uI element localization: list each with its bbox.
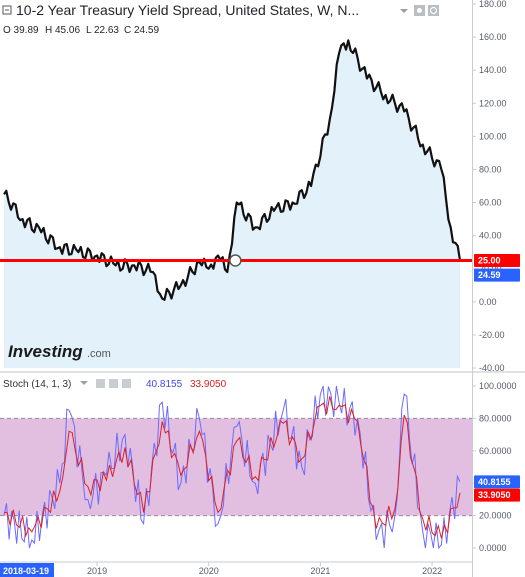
hline-value-badge: 25.00	[474, 253, 520, 267]
settings-icon-dot	[417, 8, 422, 13]
stoch-tick-label: 100.0000	[479, 381, 517, 391]
stoch-d-badge: 33.9050	[474, 488, 520, 502]
price-tick-label: -40.00	[479, 363, 505, 373]
price-tick-label: 0.00	[479, 297, 497, 307]
gear-icon[interactable]	[109, 379, 118, 388]
price-line	[3, 39, 462, 301]
price-tick-label: 160.00	[479, 32, 507, 42]
close-icon[interactable]	[122, 379, 131, 388]
close-value: C 24.59	[124, 25, 159, 36]
last-value-badge: 24.59	[474, 268, 520, 282]
logo-name: Investing	[8, 342, 83, 361]
chart-header: 10-2 Year Treasury Yield Spread, United …	[2, 2, 439, 36]
open-value: O 39.89	[3, 25, 39, 36]
stoch-tick-label: 80.0000	[479, 413, 512, 423]
high-value: H 45.06	[45, 25, 80, 36]
price-tick-label: 60.00	[479, 198, 502, 208]
price-tick-label: 180.00	[479, 0, 507, 9]
gear-icon[interactable]	[428, 5, 439, 16]
stoch-d-badge-label: 33.9050	[478, 490, 511, 500]
overbought-oversold-band	[0, 418, 472, 516]
time-cursor-box	[0, 563, 54, 577]
settings-icon[interactable]	[96, 379, 105, 388]
price-tick-label: 100.00	[479, 131, 507, 141]
chart-title: 10-2 Year Treasury Yield Spread, United …	[16, 2, 359, 18]
hline-value-label: 25.00	[478, 255, 501, 265]
stoch-k-badge: 40.8155	[474, 475, 520, 489]
time-tick-label: 2021	[310, 566, 330, 576]
logo-suffix: .com	[87, 348, 111, 360]
price-tick-label: 40.00	[479, 231, 502, 241]
stoch-k-line	[3, 385, 461, 550]
stoch-k-value: 40.8155	[146, 379, 183, 390]
price-tick-label: 80.00	[479, 164, 502, 174]
time-tick-label: 2020	[199, 566, 219, 576]
price-tick-label: 120.00	[479, 98, 507, 108]
time-tick-label: 2019	[87, 566, 107, 576]
stoch-d-value: 33.9050	[190, 379, 227, 390]
low-value: L 22.63	[86, 25, 119, 36]
stoch-tick-label: 0.0000	[479, 543, 507, 553]
chevron-down-icon[interactable]	[80, 381, 88, 385]
gear-icon-ring	[429, 6, 438, 15]
stoch-d-line	[4, 396, 461, 539]
stoch-tick-label: 20.0000	[479, 511, 512, 521]
collapse-icon[interactable]	[2, 5, 12, 15]
stoch-tick-label: 60.0000	[479, 446, 512, 456]
stoch-k-badge-label: 40.8155	[478, 477, 511, 487]
last-value-label: 24.59	[478, 270, 501, 280]
price-area	[4, 40, 460, 369]
time-cursor-badge: 2018-03-19	[0, 563, 54, 577]
time-axis: 2019 2020 2021 2022	[87, 562, 442, 576]
investing-logo: Investing .com	[8, 342, 111, 361]
horizontal-line-handle[interactable]	[229, 254, 242, 267]
time-cursor-label: 2018-03-19	[3, 566, 49, 576]
time-tick-label: 2022	[422, 566, 442, 576]
price-tick-label: 140.00	[479, 65, 507, 75]
price-tick-label: -20.00	[479, 330, 505, 340]
stoch-header: Stoch (14, 1, 3) 40.8155 33.9050	[3, 379, 227, 390]
chevron-down-icon[interactable]	[400, 9, 408, 13]
stoch-label: Stoch (14, 1, 3)	[3, 379, 71, 390]
